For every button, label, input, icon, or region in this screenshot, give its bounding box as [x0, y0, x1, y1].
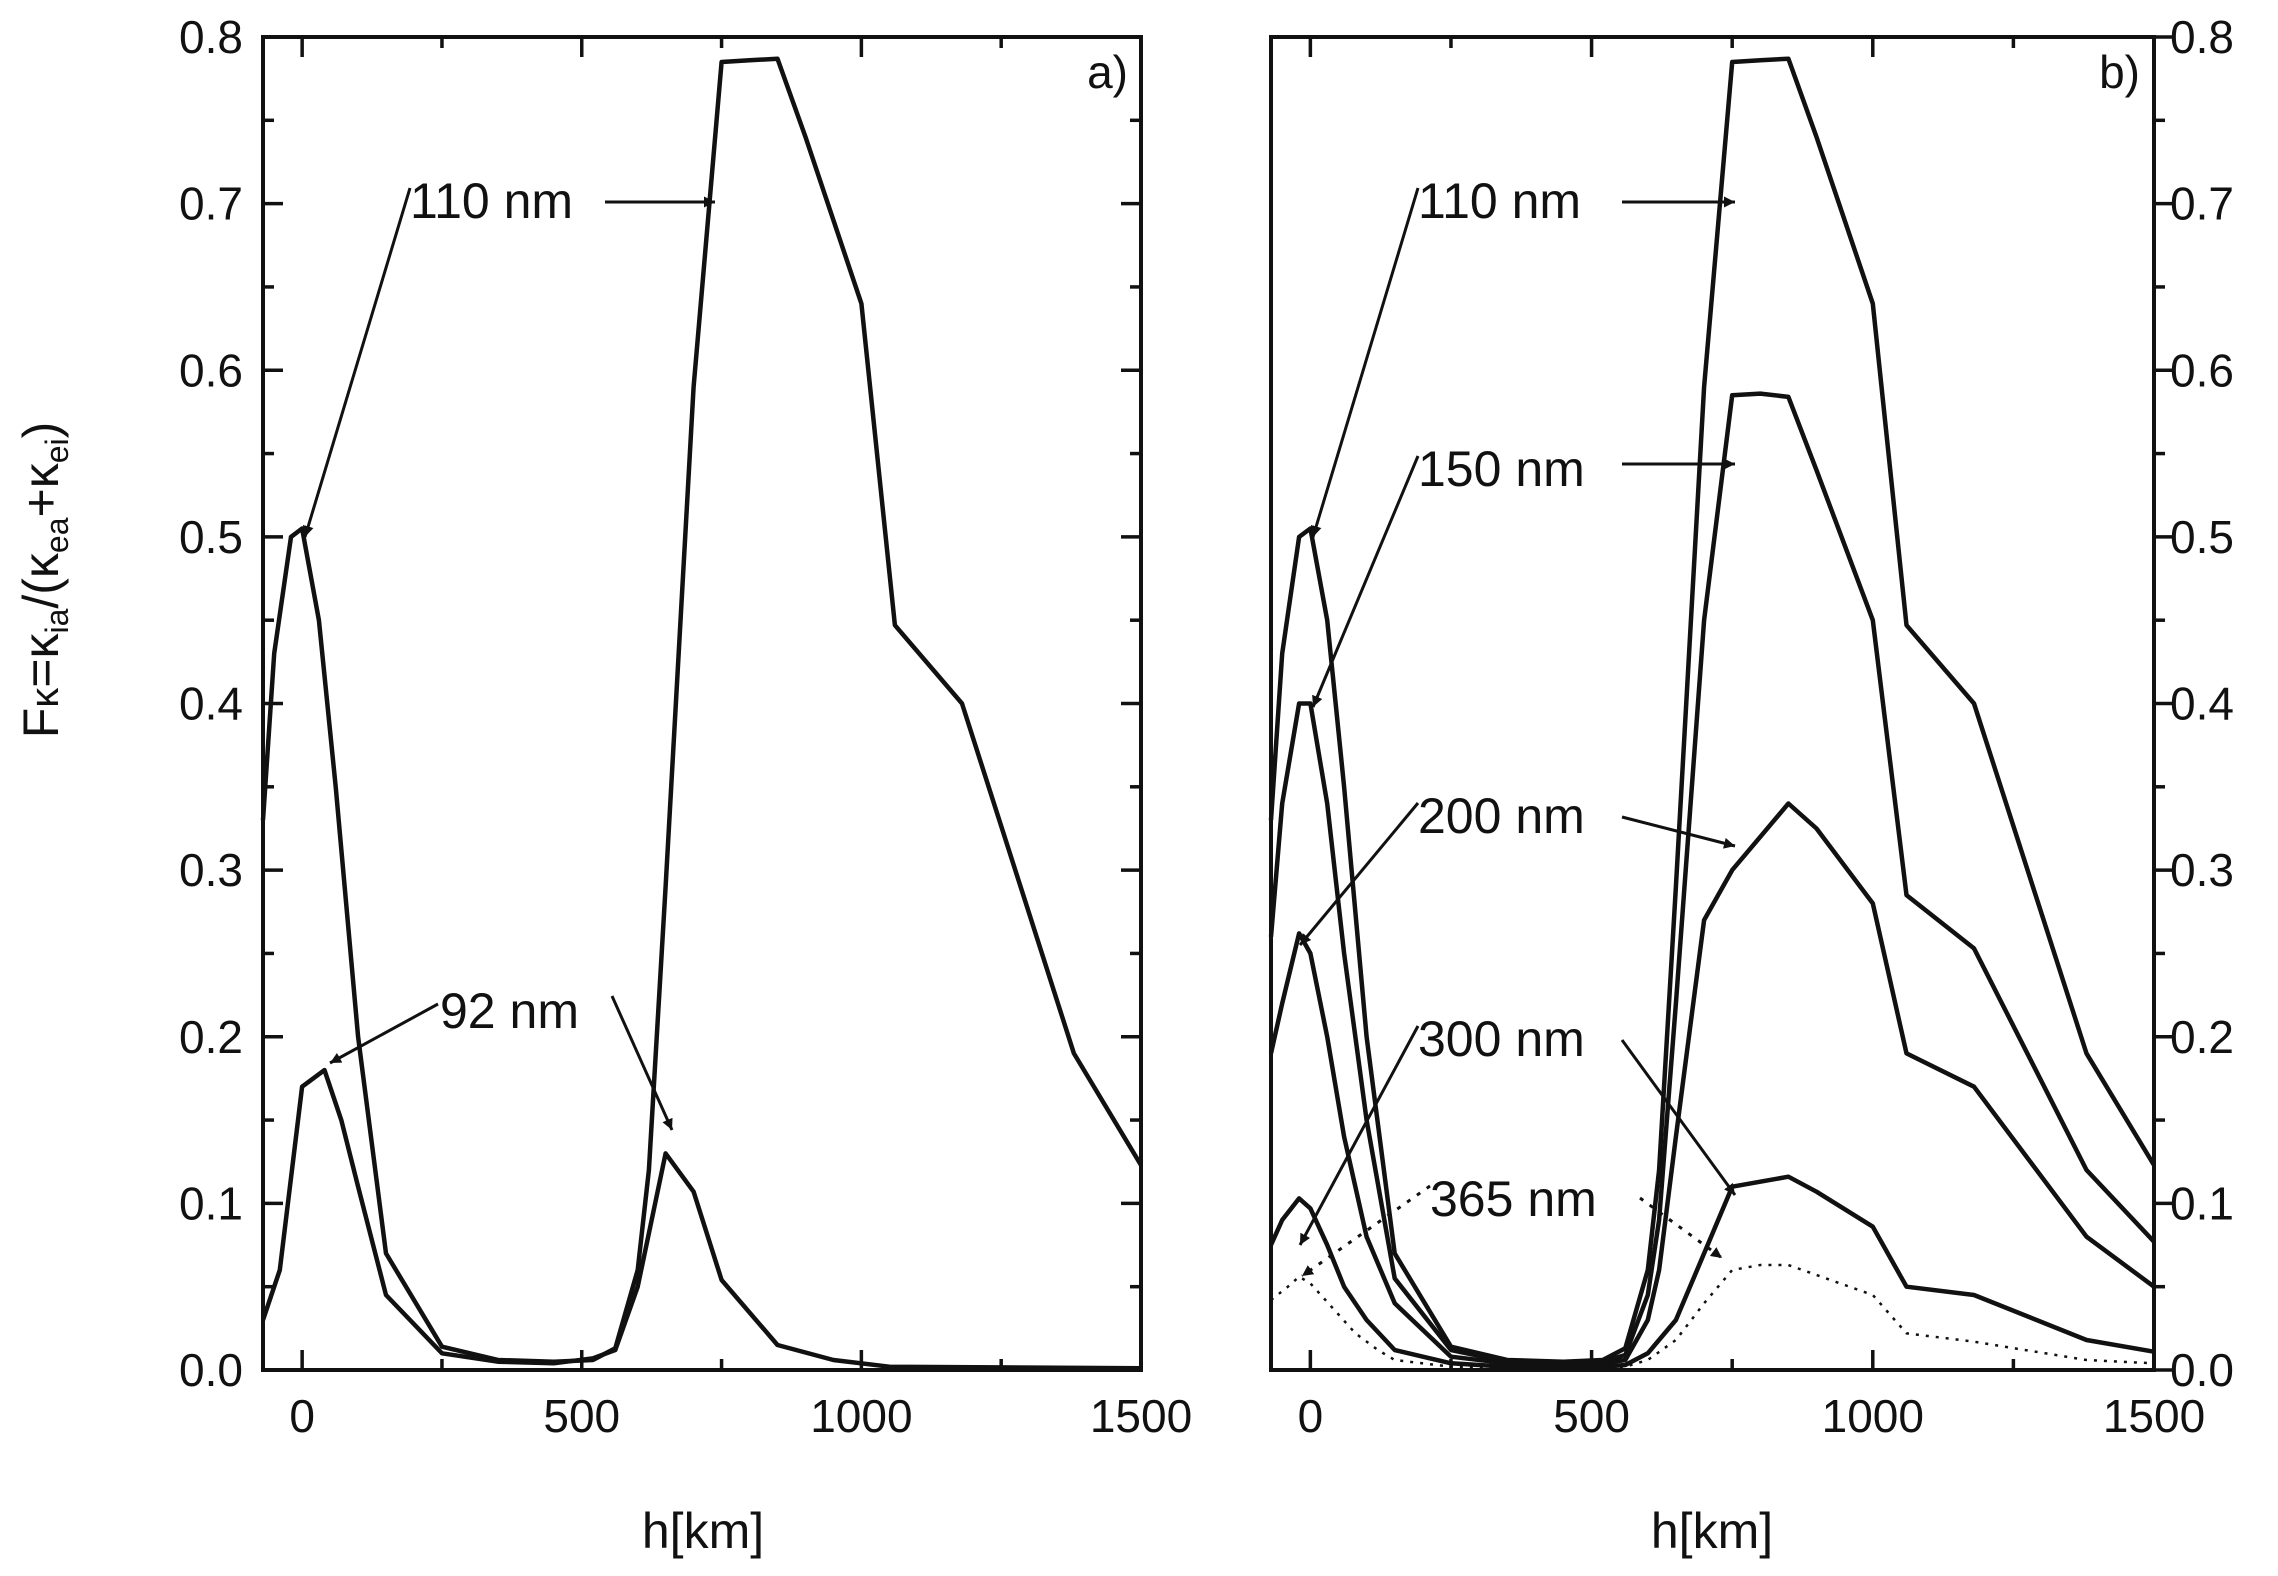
series-150-nm	[1268, 391, 2156, 1366]
x-tick-label: 500	[543, 1390, 620, 1442]
panel-b-curves	[1268, 56, 2156, 1370]
series-110-nm	[1268, 56, 2156, 1364]
annotation-365-nm: 365 nm	[1430, 1171, 1597, 1227]
panel-a-annotations: 110 nm 92 nm	[302, 173, 715, 1131]
panel-b-annotations: 110 nm 150 nm 200 nm 300 nm 365 nm	[1298, 173, 1737, 1278]
annotation-110-nm: 110 nm	[410, 173, 573, 229]
annotation-arrow	[1620, 1039, 1737, 1196]
panel-a-curves	[260, 56, 1143, 1371]
annotation-110-nm: 110 nm	[1418, 173, 1581, 229]
annotation-arrow	[1298, 1025, 1420, 1246]
y-tick-label: 0.5	[2170, 511, 2234, 563]
y-tick-label: 0.6	[179, 344, 243, 396]
y-tick-label: 0.4	[2170, 678, 2234, 730]
y-tick-label: 0.4	[179, 678, 243, 730]
panel-b-x-axis-title: h[km]	[1651, 1503, 1773, 1559]
series-200-nm	[1268, 801, 2156, 1368]
y-tick-label: 0.3	[2170, 844, 2234, 896]
y-tick-label: 0.8	[179, 11, 243, 63]
x-tick-label: 1000	[1822, 1390, 1924, 1442]
y-tick-label: 0.8	[2170, 11, 2234, 63]
annotation-arrow	[1298, 802, 1420, 946]
y-tick-label: 0.0	[179, 1344, 243, 1396]
y-axis-title: Fκ=κia/(κea+κei)	[13, 422, 75, 739]
y-tick-label: 0.7	[179, 178, 243, 230]
x-tick-label: 0	[1298, 1390, 1324, 1442]
annotation-arrow	[1301, 1184, 1431, 1278]
series-92-nm	[260, 1067, 1142, 1371]
panel-b-tag: b)	[2099, 46, 2140, 98]
x-tick-label: 0	[289, 1390, 315, 1442]
panel-a: 0.00.10.20.30.40.50.60.70.80 500 1000 1500 …	[179, 11, 1192, 1559]
x-tick-label: 1000	[810, 1390, 912, 1442]
annotation-arrow	[1639, 1196, 1723, 1260]
annotation-arrow	[1310, 187, 1420, 538]
panel-a-ticks: 0.0 0.1 0.2 0.3 0.4 0.5 0.6 0.7 0.8 0 500 1000 1500	[179, 11, 1192, 1442]
annotation-300-nm: 300 nm	[1418, 1011, 1585, 1067]
panel-b: 0.00.10.20.30.40.50.60.70.80 500 1000 1500 …	[1268, 11, 2234, 1559]
panel-b-frame	[1269, 35, 2156, 1372]
annotation-92-nm: 92 nm	[440, 983, 579, 1039]
x-tick-label: 1500	[2103, 1390, 2205, 1442]
y-tick-label: 0.1	[2170, 1177, 2234, 1229]
annotation-arrow	[610, 995, 674, 1131]
y-tick-label: 0.2	[2170, 1011, 2234, 1063]
y-tick-label: 0.7	[2170, 178, 2234, 230]
annotation-arrow	[1621, 815, 1736, 849]
y-tick-label: 0.0	[2170, 1344, 2234, 1396]
annotation-arrow	[1311, 455, 1420, 708]
x-tick-label: 1500	[1090, 1390, 1192, 1442]
series-300-nm	[1268, 1174, 2155, 1369]
annotation-arrow	[329, 1002, 439, 1065]
annotation-200-nm: 200 nm	[1418, 788, 1585, 844]
panel-a-frame	[261, 35, 1143, 1372]
x-tick-label: 500	[1553, 1390, 1630, 1442]
y-tick-label: 0.1	[179, 1177, 243, 1229]
y-tick-label: 0.3	[179, 844, 243, 896]
panel-a-x-axis-title: h[km]	[642, 1503, 764, 1559]
annotation-150-nm: 150 nm	[1418, 441, 1585, 497]
y-tick-label: 0.5	[179, 511, 243, 563]
annotation-arrow	[302, 187, 412, 538]
panel-a-tag: a)	[1087, 46, 1128, 98]
y-tick-label: 0.2	[179, 1011, 243, 1063]
series-110-nm	[260, 56, 1143, 1364]
y-tick-label: 0.6	[2170, 344, 2234, 396]
